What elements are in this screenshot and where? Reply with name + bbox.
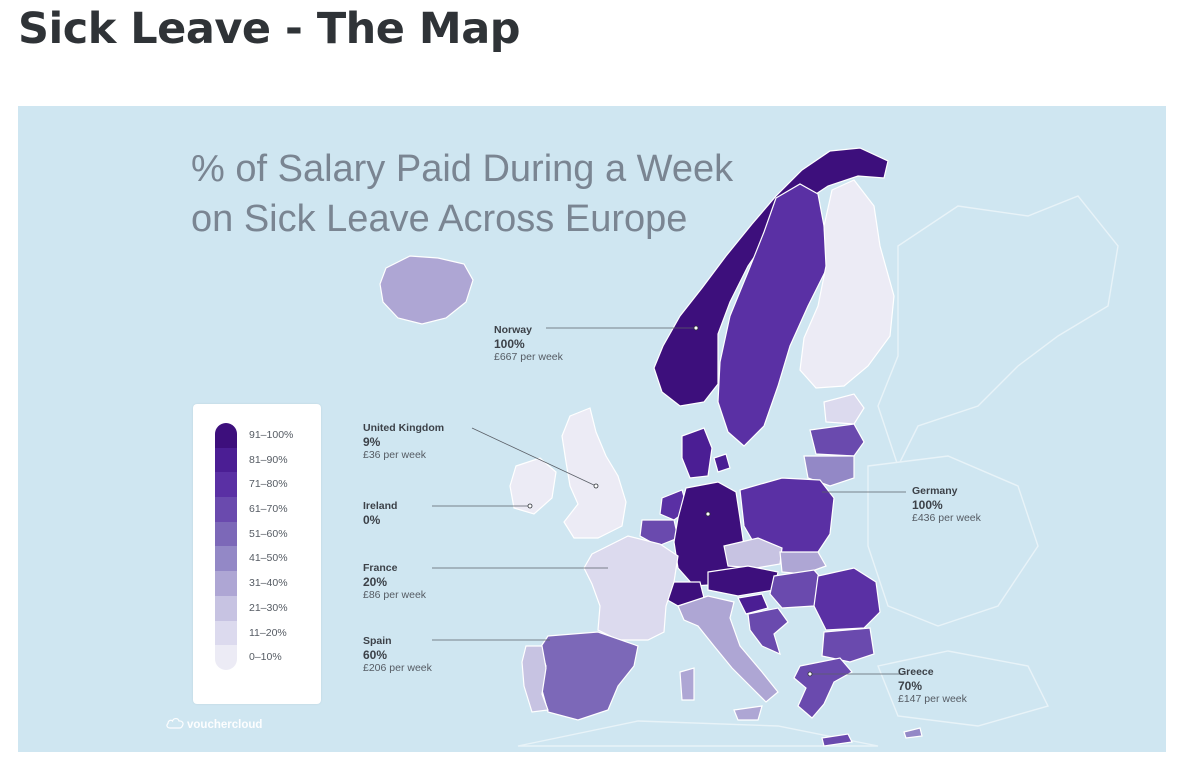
leader-uk (471, 427, 597, 487)
country-italy-sardinia (679, 667, 695, 701)
country-uk (561, 407, 627, 539)
country-cyprus (903, 727, 923, 739)
country-iceland (379, 255, 474, 325)
country-finland (799, 179, 895, 389)
callout-percentage: 60% (363, 647, 388, 662)
country-croatia (747, 607, 789, 656)
eastern-outline (867, 455, 1039, 627)
map-title-line1: % of Salary Paid During a Week (191, 148, 734, 190)
country-slovenia (737, 593, 769, 615)
callout-norway: Norway 100% £667 per week (494, 324, 563, 365)
legend-color-bar (215, 423, 237, 670)
callout-weekly-pay: £436 per week (912, 512, 981, 524)
legend-label: 11–20% (249, 626, 287, 639)
country-austria (707, 565, 779, 597)
legend-swatch (215, 423, 237, 448)
legend-labels: 91–100% 81–90% 71–80% 61–70% 51–60% 41–5… (249, 423, 293, 670)
callout-percentage: 100% (494, 336, 525, 351)
page-title: Sick Leave - The Map (18, 4, 521, 54)
callout-uk: United Kingdom 9% £36 per week (363, 422, 444, 463)
country-denmark (681, 427, 713, 479)
callout-percentage: 9% (363, 434, 381, 449)
country-greece-crete (821, 733, 853, 747)
legend-label: 21–30% (249, 601, 288, 614)
callout-country-name: Greece (898, 666, 934, 678)
map-image: % of Salary Paid During a Week on Sick L… (18, 106, 1166, 752)
callout-percentage: 100% (912, 497, 943, 512)
country-sweden (717, 183, 829, 447)
callout-country-name: Norway (494, 324, 532, 336)
callout-country-name: Spain (363, 635, 392, 647)
country-italy (677, 595, 779, 703)
europe-map (379, 147, 1119, 747)
country-belgium (639, 519, 679, 547)
legend-swatch (215, 497, 237, 522)
callout-percentage: 20% (363, 574, 388, 589)
callout-germany: Germany 100% £436 per week (912, 485, 981, 526)
legend-label: 41–50% (249, 552, 288, 565)
country-ireland (509, 457, 557, 515)
callout-greece: Greece 70% £147 per week (898, 666, 967, 707)
legend-label: 51–60% (249, 527, 288, 540)
callout-weekly-pay: £667 per week (494, 351, 563, 363)
country-denmark-island (713, 453, 731, 473)
country-bulgaria (821, 627, 875, 663)
legend-swatch (215, 620, 237, 646)
marker-uk (593, 483, 599, 489)
callout-ireland: Ireland 0% (363, 500, 397, 527)
legend-swatch (215, 447, 237, 473)
callout-spain: Spain 60% £206 per week (363, 635, 432, 676)
cloud-icon (166, 717, 184, 732)
marker-ireland (527, 503, 533, 509)
legend: 91–100% 81–90% 71–80% 61–70% 51–60% 41–5… (193, 404, 321, 704)
legend-swatch (215, 571, 237, 596)
legend-label: 31–40% (249, 577, 288, 590)
turkey-outline (877, 650, 1050, 727)
country-latvia (809, 423, 865, 457)
marker-greece (807, 671, 813, 677)
marker-norway (693, 325, 699, 331)
country-estonia (823, 393, 865, 425)
callout-country-name: Ireland (363, 500, 398, 512)
callout-weekly-pay: £206 per week (363, 662, 432, 674)
legend-swatch (215, 521, 237, 547)
legend-swatch (215, 595, 237, 621)
country-portugal (521, 645, 549, 713)
callout-weekly-pay: £36 per week (363, 449, 427, 461)
country-italy-sicily (733, 705, 763, 721)
callout-country-name: Germany (912, 485, 958, 497)
legend-swatch (215, 645, 237, 670)
country-poland (739, 477, 835, 557)
country-france (583, 535, 679, 641)
country-spain (539, 631, 639, 721)
callout-country-name: France (363, 562, 398, 574)
callout-percentage: 70% (898, 678, 923, 693)
country-lithuania (803, 455, 855, 487)
callout-weekly-pay: £86 per week (363, 589, 427, 601)
callout-country-name: United Kingdom (363, 422, 445, 434)
country-czechia (723, 537, 783, 569)
brand-logo: vouchercloud (166, 717, 262, 732)
legend-label: 0–10% (249, 651, 282, 664)
legend-swatch (215, 472, 237, 498)
country-romania (813, 567, 881, 631)
callout-france: France 20% £86 per week (363, 562, 426, 603)
marker-germany (705, 511, 711, 517)
legend-label: 91–100% (249, 429, 294, 441)
brand-name: vouchercloud (187, 718, 263, 731)
country-norway (653, 147, 889, 407)
legend-label: 71–80% (249, 478, 288, 491)
africa-outline (517, 720, 879, 747)
country-greece (793, 657, 853, 719)
legend-label: 61–70% (249, 503, 288, 516)
map-title: % of Salary Paid During a Week on Sick L… (191, 144, 733, 244)
map-title-line2: on Sick Leave Across Europe (191, 198, 688, 240)
callout-weekly-pay: £147 per week (898, 693, 967, 705)
legend-label: 81–90% (249, 453, 288, 466)
country-slovakia (779, 551, 827, 575)
russia-outline (877, 195, 1119, 468)
legend-swatch (215, 546, 237, 572)
callout-percentage: 0% (363, 512, 381, 527)
